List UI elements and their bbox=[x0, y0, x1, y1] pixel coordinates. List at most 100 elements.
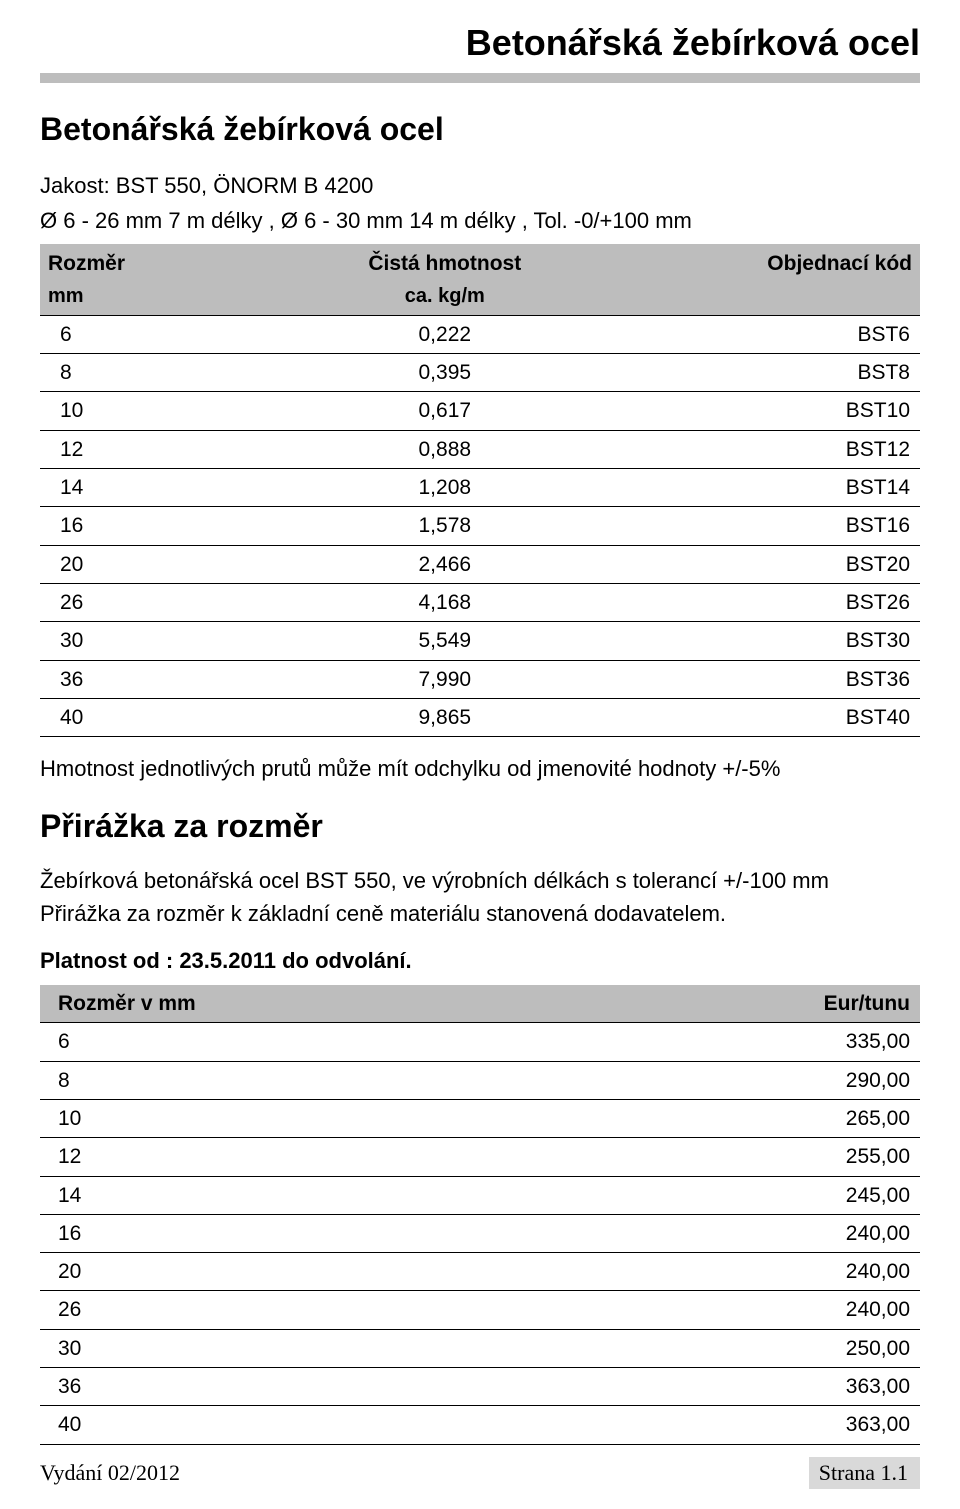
cell-weight: 0,888 bbox=[286, 430, 603, 468]
table-row: 409,865BST40 bbox=[40, 698, 920, 736]
cell-weight: 1,208 bbox=[286, 469, 603, 507]
surcharge-heading: Přirážka za rozměr bbox=[40, 806, 920, 848]
cell-size: 36 bbox=[40, 660, 286, 698]
table-row: 100,617BST10 bbox=[40, 392, 920, 430]
table-row: 202,466BST20 bbox=[40, 545, 920, 583]
cell-weight: 0,222 bbox=[286, 315, 603, 353]
table-row: 12255,00 bbox=[40, 1138, 920, 1176]
table-row: 305,549BST30 bbox=[40, 622, 920, 660]
cell-size: 16 bbox=[40, 1214, 577, 1252]
cell-size: 14 bbox=[40, 469, 286, 507]
spec-table: Rozměr Čistá hmotnost Objednací kód mm c… bbox=[40, 244, 920, 738]
cell-size: 8 bbox=[40, 354, 286, 392]
intro-line-1: Jakost: BST 550, ÖNORM B 4200 bbox=[40, 172, 920, 201]
page-footer: Vydání 02/2012 Strana 1.1 bbox=[40, 1457, 920, 1490]
cell-price: 363,00 bbox=[577, 1368, 920, 1406]
cell-price: 363,00 bbox=[577, 1406, 920, 1444]
cell-size: 36 bbox=[40, 1368, 577, 1406]
cell-price: 265,00 bbox=[577, 1100, 920, 1138]
table-row: 8290,00 bbox=[40, 1061, 920, 1099]
cell-code: BST8 bbox=[603, 354, 920, 392]
cell-price: 255,00 bbox=[577, 1138, 920, 1176]
table-row: 367,990BST36 bbox=[40, 660, 920, 698]
cell-code: BST20 bbox=[603, 545, 920, 583]
cell-size: 20 bbox=[40, 545, 286, 583]
th-size: Rozměr bbox=[40, 244, 286, 283]
cell-code: BST12 bbox=[603, 430, 920, 468]
surcharge-table: Rozměr v mm Eur/tunu 6335,008290,0010265… bbox=[40, 985, 920, 1445]
cell-code: BST36 bbox=[603, 660, 920, 698]
cell-weight: 0,617 bbox=[286, 392, 603, 430]
title-rule bbox=[40, 73, 920, 83]
cell-code: BST40 bbox=[603, 698, 920, 736]
footer-page: Strana 1.1 bbox=[809, 1457, 920, 1490]
surcharge-para-1: Žebírková betonářská ocel BST 550, ve vý… bbox=[40, 867, 920, 896]
cell-code: BST30 bbox=[603, 622, 920, 660]
cell-size: 30 bbox=[40, 1329, 577, 1367]
cell-size: 40 bbox=[40, 698, 286, 736]
page-title: Betonářská žebírková ocel bbox=[40, 20, 920, 67]
table-row: 264,168BST26 bbox=[40, 583, 920, 621]
table-row: 120,888BST12 bbox=[40, 430, 920, 468]
table-row: 26240,00 bbox=[40, 1291, 920, 1329]
cell-weight: 9,865 bbox=[286, 698, 603, 736]
cell-price: 240,00 bbox=[577, 1214, 920, 1252]
cell-weight: 1,578 bbox=[286, 507, 603, 545]
intro-line-2: Ø 6 - 26 mm 7 m délky , Ø 6 - 30 mm 14 m… bbox=[40, 207, 920, 236]
cell-weight: 4,168 bbox=[286, 583, 603, 621]
table-row: 161,578BST16 bbox=[40, 507, 920, 545]
cell-weight: 2,466 bbox=[286, 545, 603, 583]
cell-size: 26 bbox=[40, 583, 286, 621]
table-row: 141,208BST14 bbox=[40, 469, 920, 507]
section-title: Betonářská žebírková ocel bbox=[40, 109, 920, 151]
table-row: 60,222BST6 bbox=[40, 315, 920, 353]
cell-code: BST26 bbox=[603, 583, 920, 621]
cell-size: 6 bbox=[40, 1023, 577, 1061]
cell-price: 250,00 bbox=[577, 1329, 920, 1367]
cell-price: 240,00 bbox=[577, 1291, 920, 1329]
cell-code: BST10 bbox=[603, 392, 920, 430]
surcharge-para-2: Přirážka za rozměr k základní ceně mater… bbox=[40, 900, 920, 929]
table-row: 6335,00 bbox=[40, 1023, 920, 1061]
cell-size: 12 bbox=[40, 430, 286, 468]
table-row: 40363,00 bbox=[40, 1406, 920, 1444]
table-row: 10265,00 bbox=[40, 1100, 920, 1138]
cell-weight: 5,549 bbox=[286, 622, 603, 660]
th2-price: Eur/tunu bbox=[577, 985, 920, 1023]
cell-size: 40 bbox=[40, 1406, 577, 1444]
th-weight: Čistá hmotnost bbox=[286, 244, 603, 283]
cell-weight: 7,990 bbox=[286, 660, 603, 698]
cell-size: 26 bbox=[40, 1291, 577, 1329]
cell-price: 290,00 bbox=[577, 1061, 920, 1099]
footer-edition: Vydání 02/2012 bbox=[40, 1459, 180, 1488]
cell-size: 14 bbox=[40, 1176, 577, 1214]
cell-size: 10 bbox=[40, 392, 286, 430]
table-row: 80,395BST8 bbox=[40, 354, 920, 392]
th-weight-sub: ca. kg/m bbox=[286, 283, 603, 316]
cell-price: 245,00 bbox=[577, 1176, 920, 1214]
intro-block: Jakost: BST 550, ÖNORM B 4200 Ø 6 - 26 m… bbox=[40, 172, 920, 235]
cell-price: 335,00 bbox=[577, 1023, 920, 1061]
table-row: 20240,00 bbox=[40, 1253, 920, 1291]
cell-weight: 0,395 bbox=[286, 354, 603, 392]
cell-size: 10 bbox=[40, 1100, 577, 1138]
cell-size: 30 bbox=[40, 622, 286, 660]
table-row: 16240,00 bbox=[40, 1214, 920, 1252]
th-code: Objednací kód bbox=[603, 244, 920, 283]
cell-size: 16 bbox=[40, 507, 286, 545]
th-size-sub: mm bbox=[40, 283, 286, 316]
th2-size: Rozměr v mm bbox=[40, 985, 577, 1023]
table-row: 30250,00 bbox=[40, 1329, 920, 1367]
cell-size: 20 bbox=[40, 1253, 577, 1291]
cell-size: 12 bbox=[40, 1138, 577, 1176]
cell-size: 6 bbox=[40, 315, 286, 353]
cell-price: 240,00 bbox=[577, 1253, 920, 1291]
validity-line: Platnost od : 23.5.2011 do odvolání. bbox=[40, 947, 920, 976]
cell-code: BST14 bbox=[603, 469, 920, 507]
table-row: 14245,00 bbox=[40, 1176, 920, 1214]
cell-code: BST6 bbox=[603, 315, 920, 353]
cell-code: BST16 bbox=[603, 507, 920, 545]
cell-size: 8 bbox=[40, 1061, 577, 1099]
deviation-note: Hmotnost jednotlivých prutů může mít odc… bbox=[40, 755, 920, 784]
table-row: 36363,00 bbox=[40, 1368, 920, 1406]
